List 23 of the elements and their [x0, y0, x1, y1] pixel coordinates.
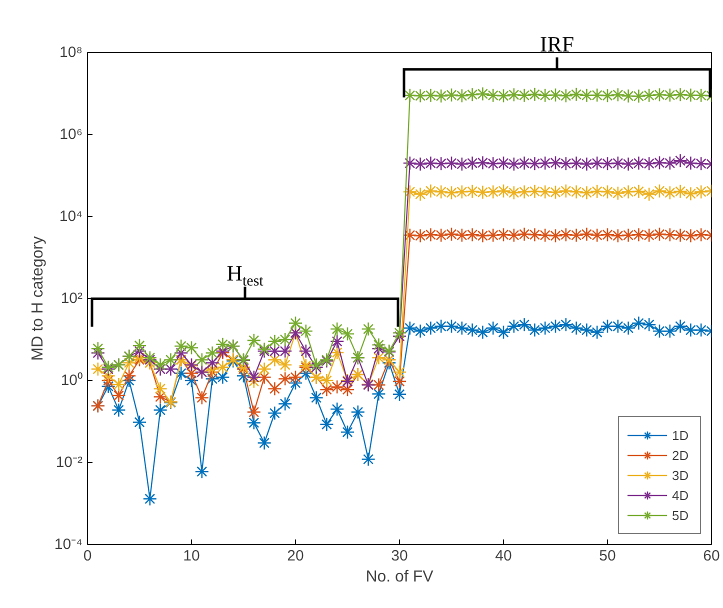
x-tick-label: 50 — [599, 548, 616, 564]
y-tick-label: 10⁶ — [60, 126, 82, 143]
legend-label: 1D — [672, 428, 690, 442]
annotation: IRF — [540, 31, 574, 56]
legend-label: 3D — [672, 468, 690, 482]
legend-label: 5D — [672, 508, 690, 522]
y-tick-label: 10⁻² — [56, 454, 83, 471]
x-tick-label: 60 — [703, 548, 720, 564]
annotation: H$_{test}$ — [226, 260, 264, 290]
x-tick-label: 10 — [183, 548, 200, 564]
y-axis-title: MD to H category — [29, 236, 46, 361]
x-tick-label: 0 — [83, 548, 92, 564]
y-tick-label: 10² — [60, 290, 83, 307]
y-tick-label: 10⁻⁴ — [54, 536, 83, 553]
x-tick-label: 20 — [287, 548, 304, 564]
x-axis-title: No. of FV — [366, 568, 434, 586]
y-tick-label: 10⁰ — [60, 372, 83, 389]
y-tick-label: 10⁴ — [59, 208, 83, 225]
legend-label: 2D — [672, 448, 690, 462]
legend-label: 4D — [672, 488, 690, 502]
y-tick-label: 10⁸ — [59, 44, 83, 61]
x-tick-label: 30 — [391, 548, 408, 564]
x-tick-label: 40 — [495, 548, 512, 564]
